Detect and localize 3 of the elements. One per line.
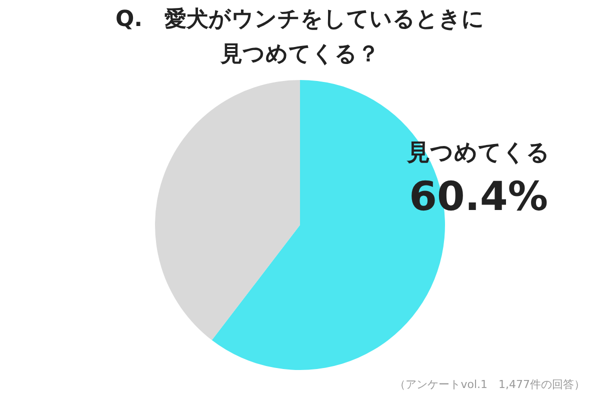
pie-slice bbox=[155, 80, 300, 340]
chart-title: Q. 愛犬がウンチをしているときに見つめてくる？ bbox=[114, 6, 486, 69]
text: （アンケートvol.1 1,477件の回答） bbox=[394, 378, 585, 391]
